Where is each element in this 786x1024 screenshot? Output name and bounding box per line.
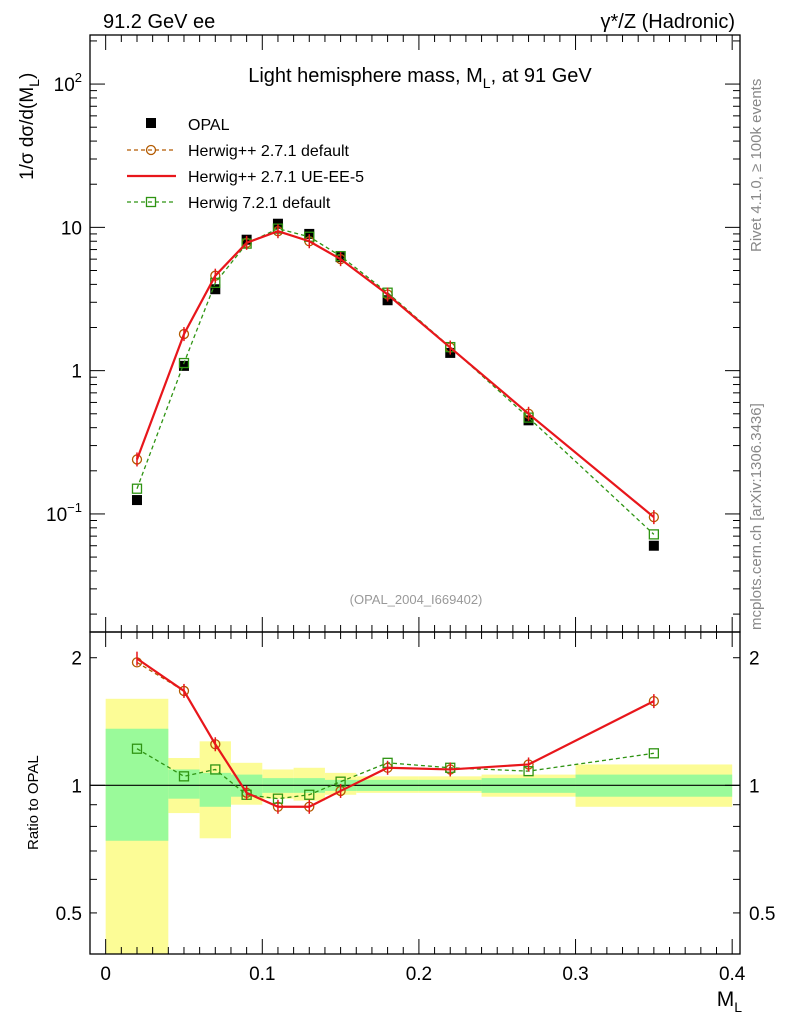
y-axis-label-main: 1/σ dσ/d(M [17, 87, 38, 180]
chart-title: Light hemisphere mass, ML, at 91 GeV [248, 65, 592, 91]
legend-label-herwig-ue: Herwig++ 2.7.1 UE-EE-5 [188, 169, 364, 186]
x-axis-label: ML [717, 988, 743, 1015]
legend-item-herwig-ue: Herwig++ 2.7.1 UE-EE-5 [127, 169, 364, 186]
main-line-herwig-7-2-1-default [136, 227, 655, 535]
ratio-y-tick-label: 0.5 [56, 904, 82, 925]
legend-label-herwig-default: Herwig++ 2.7.1 default [188, 143, 350, 160]
legend-marker-herwig-default [145, 144, 157, 156]
y-tick-exponent: 2 [75, 70, 82, 85]
x-axis-label-sub: L [734, 999, 742, 1015]
main-y-tick-label: 10−1 [46, 500, 82, 526]
main-y-tick-label: 102 [54, 70, 82, 96]
y-tick-base: 10 [54, 75, 75, 96]
ratio-panel: 0 0.1 0.2 0.3 0.4 0.5 0.5 1 1 2 2 Ratio to OPAL ML [25, 631, 775, 1015]
chart-title-tail: , at 91 GeV [491, 65, 593, 87]
main-point-herwig-7-2-1-default [131, 483, 143, 494]
ratio-frame [89, 631, 741, 955]
main-point-herwig-7-2-1-default [648, 529, 660, 540]
x-tick-label: 0.4 [719, 964, 746, 985]
ratio-point-herwig-7-2-1-default [304, 789, 315, 800]
header-right: γ*/Z (Hadronic) [601, 11, 735, 33]
rivet-version-text: Rivet 4.1.0, ≥ 100k events [748, 79, 765, 252]
x-tick-label: 0.2 [406, 964, 432, 985]
ratio-point-herwig-7-2-1-default [648, 748, 660, 759]
ratio-point-herwig-7-2-1-default [210, 764, 221, 775]
legend-item-herwig-default: Herwig++ 2.7.1 default [127, 143, 350, 160]
main-line-herwig-2-7-1-ue-ee-5 [135, 230, 655, 518]
ratio-point-herwig-7-2-1-default [131, 743, 143, 754]
chart-title-sub: L [483, 75, 491, 91]
main-point-opal [178, 360, 189, 371]
ratio-point-herwig-7-2-1-default [178, 771, 190, 782]
main-point-opal [210, 284, 221, 295]
legend: OPAL Herwig++ 2.7.1 default Herwig++ 2.7… [127, 117, 364, 212]
legend-label-opal: OPAL [188, 117, 230, 134]
main-point-herwig-7-2-1-default [178, 357, 190, 369]
analysis-watermark: (OPAL_2004_I669402) [350, 592, 483, 607]
ratio-y-tick-label: 2 [71, 649, 82, 670]
main-y-tick-label: 1 [71, 362, 82, 383]
ratio-y-tick-label-right: 0.5 [749, 904, 775, 925]
x-tick-label: 0 [100, 964, 111, 985]
legend-label-herwig7: Herwig 7.2.1 default [188, 195, 331, 212]
ratio-axis-ticks: 0 0.1 0.2 0.3 0.4 0.5 0.5 1 1 2 2 [56, 632, 775, 985]
ratio-y-tick-label: 1 [71, 776, 82, 797]
x-tick-label: 0.1 [249, 964, 275, 985]
legend-marker-opal [146, 118, 156, 128]
ratio-y-tick-label-right: 2 [749, 649, 760, 670]
main-y-tick-label: 10 [61, 218, 82, 239]
x-axis-label-main: M [717, 988, 735, 1011]
main-point-opal [648, 540, 659, 551]
legend-item-herwig7: Herwig 7.2.1 default [127, 195, 331, 212]
ratio-y-axis-label: Ratio to OPAL [25, 755, 42, 850]
chart-title-main: Light hemisphere mass, M [248, 65, 483, 87]
main-line-herwig-2-7-1-default [136, 230, 655, 518]
y-tick-base: 10 [46, 505, 67, 526]
main-point-opal [131, 495, 142, 506]
ratio-line-herwig-7-2-1-default [136, 748, 654, 800]
y-axis-label-tail: ) [17, 73, 38, 79]
y-tick-exponent: −1 [67, 500, 82, 515]
x-tick-label: 0.3 [562, 964, 588, 985]
y-axis-label-sub: L [26, 79, 42, 87]
mcplots-credit-text: mcplots.cern.ch [arXiv:1306.3436] [748, 403, 765, 630]
legend-marker-herwig7 [145, 196, 157, 208]
main-point-opal [304, 228, 315, 239]
header-left: 91.2 GeV ee [103, 11, 215, 33]
legend-item-opal: OPAL [146, 117, 230, 134]
y-axis-label: 1/σ dσ/d(ML) [17, 73, 42, 180]
ratio-y-tick-label-right: 1 [749, 776, 760, 797]
